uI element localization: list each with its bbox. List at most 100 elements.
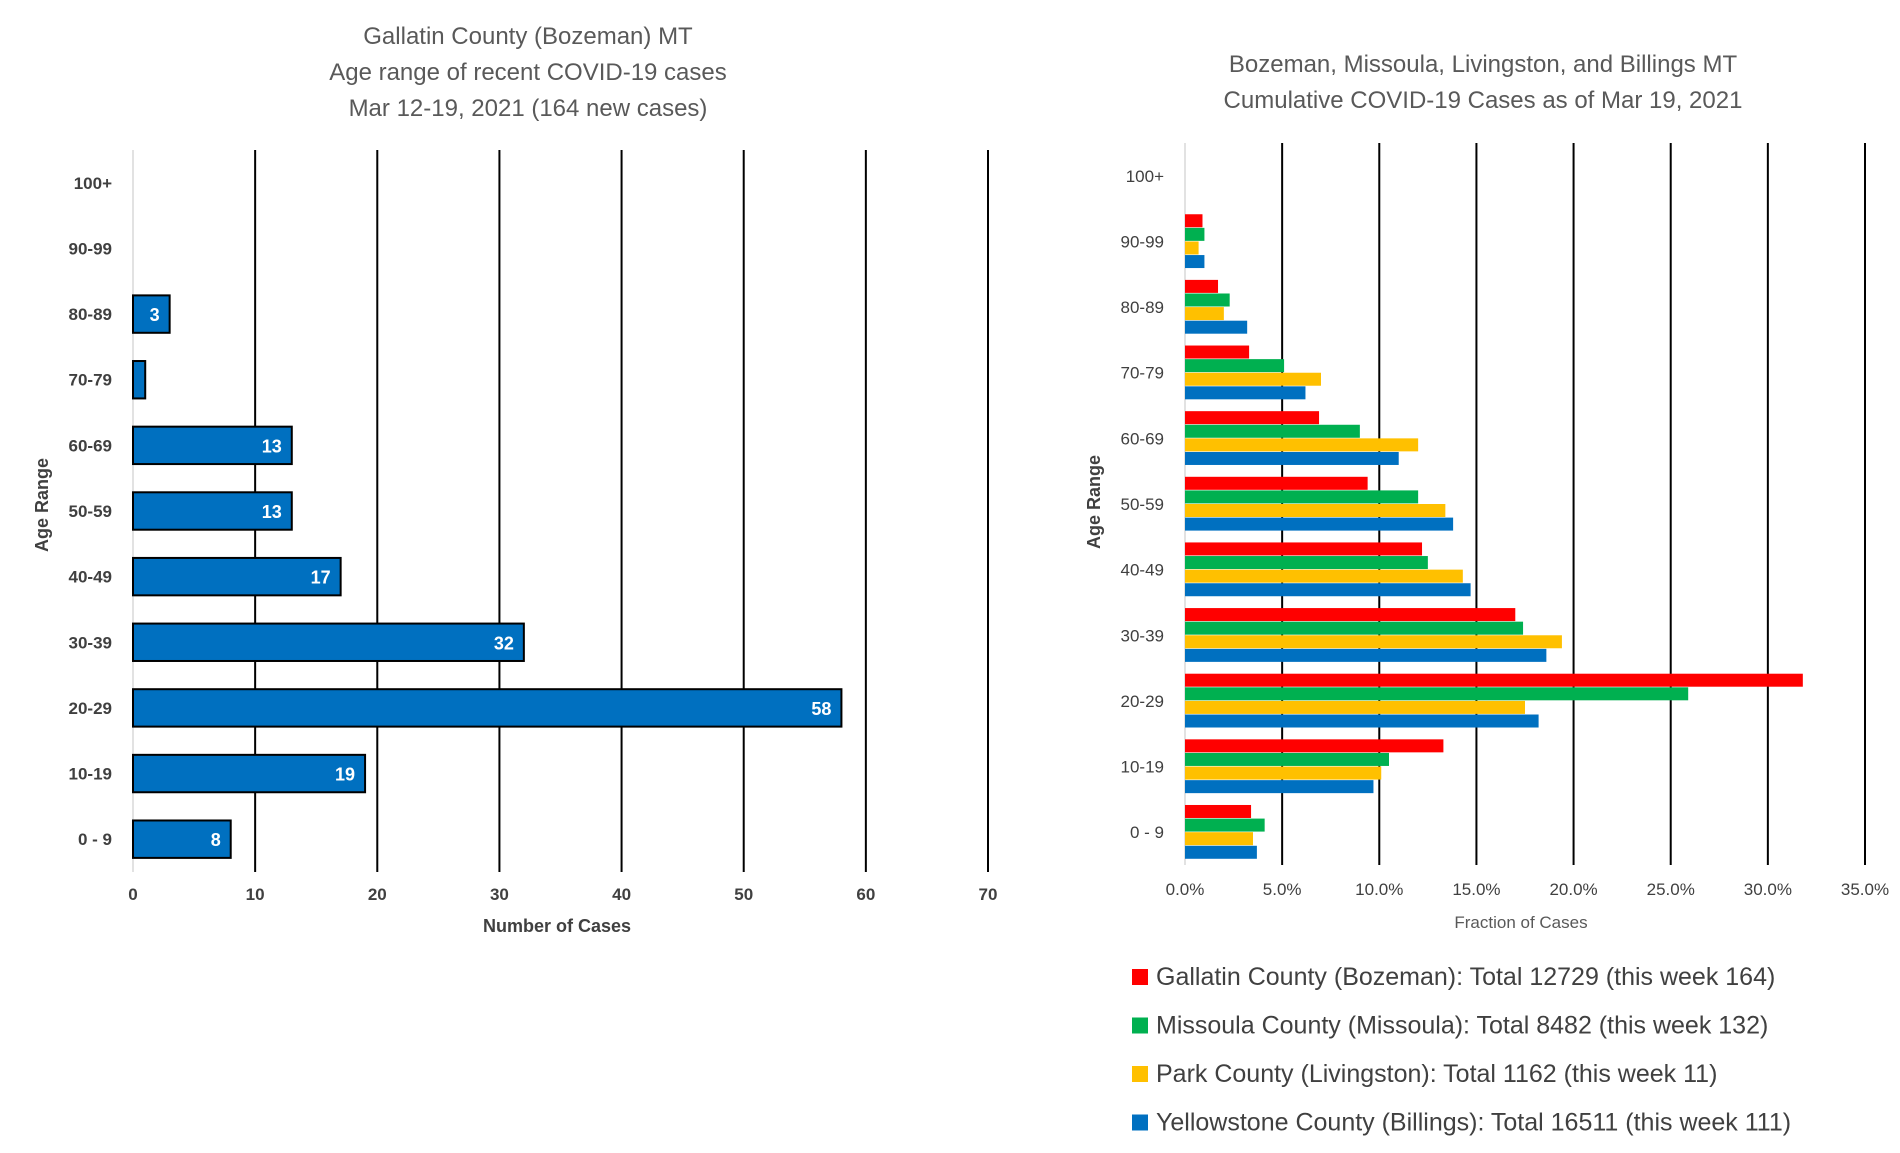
legend-swatch <box>1132 969 1148 985</box>
chart2-y-tick-label: 70-79 <box>1121 364 1164 383</box>
chart2-bar <box>1185 739 1444 753</box>
chart1-x-tick-labels: 0 10 20 30 40 50 60 70 <box>128 885 997 904</box>
chart1-data-labels: 3 13 13 17 32 58 19 8 <box>150 305 832 850</box>
chart2-x-tick-label: 20.0% <box>1549 880 1597 899</box>
chart2-bar <box>1185 279 1219 293</box>
chart1-bar <box>132 491 293 531</box>
chart2-bar <box>1185 608 1516 622</box>
chart1-gridlines <box>132 150 989 872</box>
chart1-y-tick-label: 70-79 <box>69 371 112 390</box>
chart1-y-tick-label: 60-69 <box>69 436 112 455</box>
chart2-x-tick-label: 0.0% <box>1166 880 1205 899</box>
chart1-bar <box>132 425 293 466</box>
chart2-bar <box>1185 542 1423 556</box>
chart2-bar <box>1185 673 1803 687</box>
chart2-bar <box>1185 214 1203 228</box>
chart2-bar <box>1185 804 1252 818</box>
chart1-bar-value-label: 13 <box>262 436 282 456</box>
legend-swatch <box>1132 1066 1148 1082</box>
chart2-x-tick-label: 25.0% <box>1647 880 1695 899</box>
chart2-x-tick-label: 35.0% <box>1841 880 1889 899</box>
chart-gallatin-age-range: Gallatin County (Bozeman) MT Age range o… <box>32 23 997 936</box>
chart2-bar <box>1185 255 1205 269</box>
chart1-y-tick-label: 100+ <box>74 174 112 193</box>
chart1-x-tick-label: 70 <box>979 885 998 904</box>
chart2-y-tick-label: 10-19 <box>1121 758 1164 777</box>
chart2-bar <box>1185 517 1454 531</box>
chart1-y-tick-label: 30-39 <box>69 633 112 652</box>
chart1-bar <box>132 360 147 400</box>
chart2-x-tick-labels: 0.0% 5.0% 10.0% 15.0% 20.0% 25.0% 30.0% 35.0% <box>1166 880 1889 899</box>
chart-cumulative-age-range: Bozeman, Missoula, Livingston, and Billi… <box>1084 51 1889 1137</box>
chart2-bar <box>1185 569 1463 583</box>
chart1-bar-value-label: 17 <box>311 568 331 588</box>
chart2-title-line-1: Bozeman, Missoula, Livingston, and Billi… <box>1229 51 1738 78</box>
legend-entry: Park County (Livingston): Total 1162 (th… <box>1156 1060 1717 1088</box>
chart2-bar <box>1185 687 1689 701</box>
chart1-x-axis-label: Number of Cases <box>483 916 631 936</box>
chart1-bar <box>132 753 367 794</box>
chart1-y-tick-label: 90-99 <box>69 239 112 258</box>
chart1-y-tick-label: 80-89 <box>69 305 112 324</box>
chart2-bar <box>1185 752 1389 766</box>
chart2-bar <box>1185 476 1368 490</box>
chart2-bar <box>1185 307 1224 321</box>
legend-entry: Missoula County (Missoula): Total 8482 (… <box>1156 1012 1768 1040</box>
chart1-y-tick-label: 40-49 <box>69 568 112 587</box>
chart2-bar <box>1185 635 1562 649</box>
chart2-y-tick-label: 40-49 <box>1121 561 1164 580</box>
chart1-bar-value-label: 58 <box>811 699 831 719</box>
chart2-bar <box>1185 359 1285 373</box>
chart2-bar <box>1185 714 1539 728</box>
chart2-bar <box>1185 345 1250 359</box>
chart2-bar <box>1185 621 1524 635</box>
chart1-bar-value-label: 32 <box>494 633 514 653</box>
chart2-y-tick-label: 100+ <box>1126 167 1164 186</box>
chart2-bar <box>1185 490 1419 504</box>
chart1-x-tick-label: 20 <box>368 885 387 904</box>
legend-entry: Gallatin County (Bozeman): Total 12729 (… <box>1156 963 1775 991</box>
chart1-title-line-2: Age range of recent COVID-19 cases <box>329 59 727 86</box>
chart1-bar <box>132 294 171 334</box>
legend-swatch <box>1132 1114 1148 1131</box>
chart2-legend: Gallatin County (Bozeman): Total 12729 (… <box>1132 963 1791 1137</box>
chart1-bar <box>132 556 342 597</box>
chart2-y-tick-label: 60-69 <box>1121 429 1164 448</box>
chart1-bar <box>132 819 232 859</box>
chart2-bar <box>1185 241 1199 255</box>
chart2-y-tick-label: 20-29 <box>1121 692 1164 711</box>
chart1-x-tick-label: 50 <box>734 885 753 904</box>
chart2-bar <box>1185 438 1419 452</box>
chart2-y-tick-label: 90-99 <box>1121 232 1164 251</box>
chart2-x-tick-label: 15.0% <box>1452 880 1500 899</box>
chart2-bar <box>1185 780 1374 794</box>
chart1-y-axis-label: Age Range <box>32 458 52 552</box>
chart1-y-tick-label: 0 - 9 <box>78 830 112 849</box>
chart2-y-tick-label: 50-59 <box>1121 495 1164 514</box>
chart1-bar <box>132 622 525 662</box>
chart1-x-tick-label: 10 <box>246 885 265 904</box>
chart2-bar <box>1185 227 1205 241</box>
chart2-bar <box>1185 451 1399 465</box>
chart1-x-tick-label: 30 <box>490 885 509 904</box>
chart2-bar <box>1185 424 1360 438</box>
chart2-x-tick-label: 30.0% <box>1744 880 1792 899</box>
chart1-x-tick-label: 40 <box>612 885 631 904</box>
chart2-bar <box>1185 320 1248 334</box>
chart2-bar <box>1185 845 1257 859</box>
chart2-title-line-2: Cumulative COVID-19 Cases as of Mar 19, … <box>1224 87 1743 114</box>
chart1-x-tick-label: 0 <box>128 885 137 904</box>
chart1-bars <box>132 294 843 859</box>
chart1-y-tick-label: 10-19 <box>69 765 112 784</box>
chart1-y-tick-labels: 100+ 90-99 80-89 70-79 60-69 50-59 40-49 30-39 2… <box>69 174 113 849</box>
chart2-bar <box>1185 504 1446 517</box>
chart2-y-tick-label: 0 - 9 <box>1130 823 1164 842</box>
chart2-bar <box>1185 293 1230 307</box>
chart2-bar <box>1185 700 1525 714</box>
chart2-x-tick-label: 5.0% <box>1263 880 1302 899</box>
chart2-bar <box>1185 386 1306 400</box>
chart2-bar <box>1185 556 1428 570</box>
chart2-bar <box>1185 832 1253 846</box>
chart1-bar-value-label: 13 <box>262 502 282 522</box>
